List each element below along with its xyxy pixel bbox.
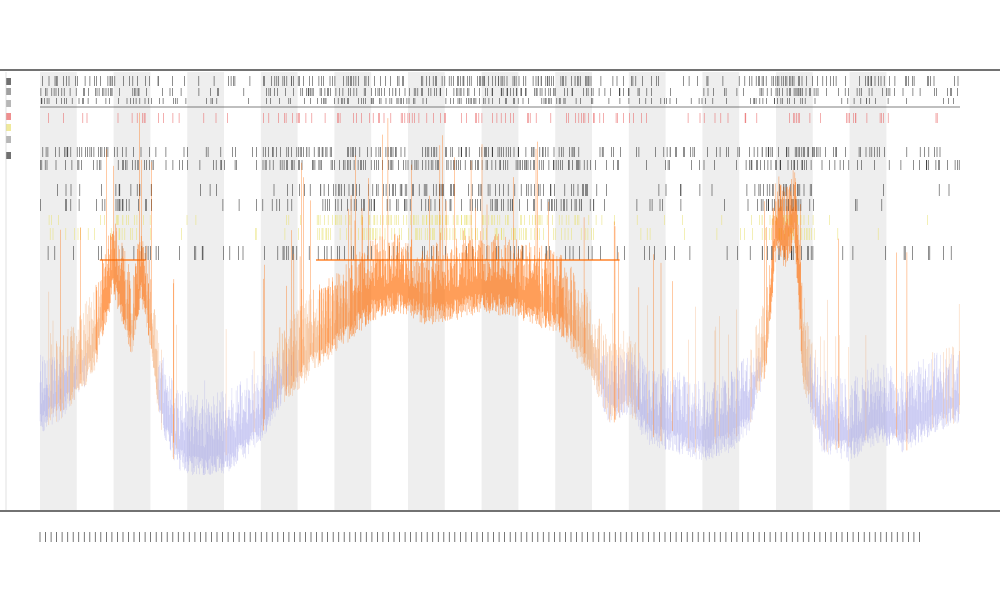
track-row-5 <box>40 160 960 170</box>
band-10 <box>776 72 813 510</box>
track-row-10 <box>47 246 952 260</box>
signal-series <box>39 112 960 475</box>
band-0 <box>40 72 77 510</box>
track-row-4 <box>42 147 941 157</box>
track-row-3 <box>48 113 938 123</box>
signal-high <box>60 112 908 460</box>
legend-swatch-0 <box>6 78 11 85</box>
signal-low <box>39 352 959 475</box>
band-8 <box>628 72 666 510</box>
track-row-8 <box>48 215 928 225</box>
plot-axes <box>0 69 1000 512</box>
band-11 <box>849 72 887 510</box>
band-2 <box>187 72 224 510</box>
x-tick-labels-strip <box>39 532 920 542</box>
left-legend <box>6 78 11 159</box>
legend-swatch-5 <box>6 136 11 143</box>
legend-swatch-4 <box>6 124 11 131</box>
track-row-2 <box>40 98 954 104</box>
track-row-9 <box>49 228 879 240</box>
x-tick-labels <box>39 532 920 542</box>
band-3 <box>260 72 298 510</box>
annotation-tracks <box>40 76 960 261</box>
signal-mid <box>48 291 960 456</box>
legend-swatch-1 <box>6 88 11 95</box>
track-row-7 <box>40 199 883 211</box>
legend-swatch-6 <box>6 152 11 159</box>
legend-swatch-2 <box>6 100 11 107</box>
band-9 <box>702 72 740 510</box>
legend-swatch-3 <box>6 113 11 120</box>
track-row-1 <box>40 88 958 96</box>
track-row-6 <box>57 184 950 196</box>
track-row-0 <box>42 76 959 86</box>
